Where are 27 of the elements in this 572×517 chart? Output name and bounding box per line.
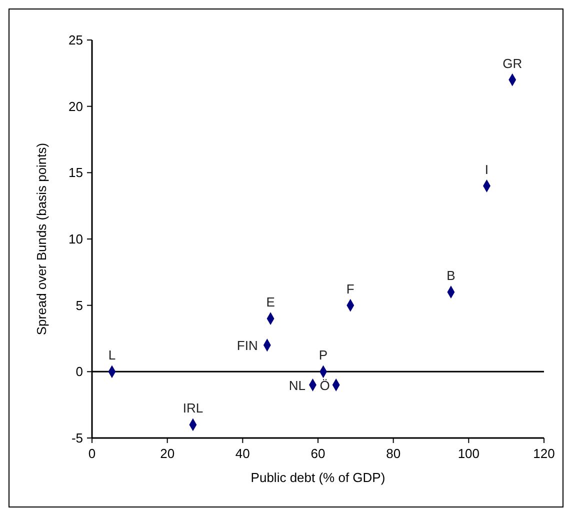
x-tick-label: 20 xyxy=(160,446,175,461)
x-axis-title: Public debt (% of GDP) xyxy=(250,470,386,485)
annotation: FIN xyxy=(236,338,258,354)
y-tick-label: 15 xyxy=(68,165,83,180)
y-tick-label: 0 xyxy=(76,364,83,380)
annotation: B xyxy=(446,268,456,284)
x-tick-label: 0 xyxy=(88,446,96,461)
y-tick-label: 5 xyxy=(76,298,83,313)
annotation: IRL xyxy=(182,400,204,416)
annotation: GR xyxy=(502,56,522,71)
annotation: F xyxy=(346,281,354,296)
annotation: P xyxy=(318,348,328,363)
x-tick-label: 80 xyxy=(386,446,401,461)
y-tick-label: 20 xyxy=(68,98,83,114)
annotation: I xyxy=(484,162,489,177)
annotation: L xyxy=(108,348,116,363)
annotation: Ö xyxy=(320,378,330,393)
x-tick-label: 40 xyxy=(235,446,250,461)
y-tick-label: -5 xyxy=(71,430,83,446)
y-tick-label: 25 xyxy=(68,32,83,48)
y-axis-title: Spread over Bunds (basis points) xyxy=(34,142,49,336)
annotation: E xyxy=(266,294,276,310)
x-tick-label: 120 xyxy=(533,446,555,461)
x-tick-label: 100 xyxy=(458,446,480,461)
annotation: NL xyxy=(288,378,306,393)
y-tick-label: 10 xyxy=(68,232,83,246)
x-tick-label: 60 xyxy=(310,446,326,461)
